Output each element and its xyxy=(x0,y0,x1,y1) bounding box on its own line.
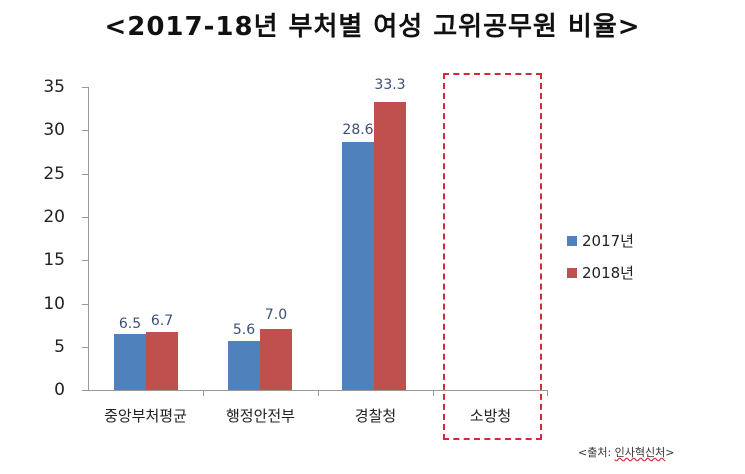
y-axis-line xyxy=(88,87,89,391)
y-tick-mark xyxy=(82,347,88,348)
y-tick-mark xyxy=(82,217,88,218)
x-tick-mark xyxy=(203,390,204,396)
category-label: 행정안전부 xyxy=(225,407,295,425)
y-tick-mark xyxy=(82,174,88,175)
bar-2018-central-avg xyxy=(146,332,178,390)
y-tick-mark xyxy=(82,130,88,131)
source-note: <출처: 인사혁신처> xyxy=(578,444,675,460)
y-tick-label: 20 xyxy=(43,207,65,227)
source-suffix: > xyxy=(665,446,675,459)
x-tick-mark xyxy=(318,390,319,396)
legend-label: 2018년 xyxy=(582,264,634,282)
source-prefix: <출처: xyxy=(578,446,615,459)
y-tick-mark xyxy=(82,260,88,261)
chart-title: <2017-18년 부처별 여성 고위공무원 비율> xyxy=(104,12,641,42)
highlight-box-fire-agency xyxy=(443,73,542,440)
category-label: 소방청 xyxy=(469,407,512,425)
y-tick-mark xyxy=(82,304,88,305)
y-tick-mark xyxy=(82,87,88,88)
y-tick-label: 35 xyxy=(43,77,65,97)
legend-item-2018: 2018년 xyxy=(567,262,634,283)
data-label: 28.6 xyxy=(342,122,374,138)
x-tick-mark xyxy=(547,390,548,396)
y-tick-label: 30 xyxy=(43,120,65,140)
y-tick-label: 0 xyxy=(54,380,65,400)
y-tick-label: 15 xyxy=(43,250,65,270)
category-label: 경찰청 xyxy=(354,407,397,425)
legend-swatch-icon xyxy=(567,268,577,278)
legend-swatch-icon xyxy=(567,236,577,246)
bar-2017-mois xyxy=(228,341,260,390)
legend-label: 2017년 xyxy=(582,232,634,250)
data-label: 5.6 xyxy=(232,322,256,338)
legend-item-2017: 2017년 xyxy=(567,230,634,251)
bar-2017-central-avg xyxy=(114,334,146,390)
data-label: 33.3 xyxy=(374,77,406,93)
source-name: 인사혁신처 xyxy=(614,446,666,459)
y-tick-label: 10 xyxy=(43,294,65,314)
x-tick-mark xyxy=(433,390,434,396)
bar-2017-police xyxy=(342,142,374,390)
y-tick-label: 25 xyxy=(43,164,65,184)
data-label: 6.7 xyxy=(150,313,174,329)
category-label: 중앙부처평균 xyxy=(104,407,187,425)
bar-2018-police xyxy=(374,102,406,390)
data-label: 7.0 xyxy=(264,307,288,323)
data-label: 6.5 xyxy=(118,316,142,332)
y-tick-label: 5 xyxy=(54,337,65,357)
y-tick-mark xyxy=(82,390,88,391)
bar-2018-mois xyxy=(260,329,292,390)
